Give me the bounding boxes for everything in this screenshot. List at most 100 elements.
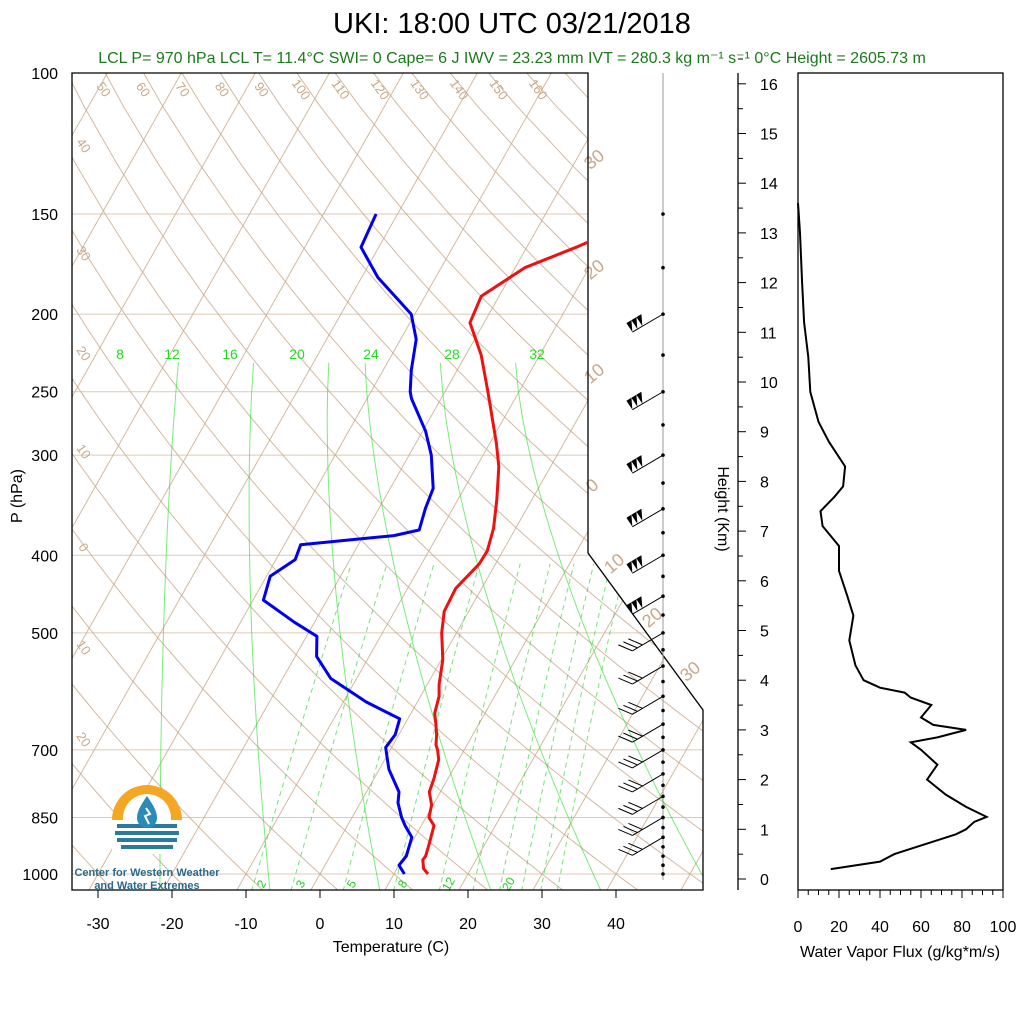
wind-barb-feather [623, 674, 638, 682]
mixing-ratio-line [556, 563, 626, 890]
dry-adiabat-label: 140 [447, 76, 472, 102]
dry-adiabat-label-left: 40 [73, 135, 94, 155]
wind-barb [618, 773, 664, 793]
wind-barb-dot [661, 212, 665, 216]
wind-barb-staff [632, 313, 664, 333]
wind-barb-feather [623, 641, 638, 649]
x-tick-label: 30 [533, 916, 551, 933]
wind-barb-feather [623, 732, 638, 740]
wind-barb-flag [626, 397, 633, 410]
height-tick-label: 9 [760, 425, 769, 442]
wind-barb [618, 723, 664, 743]
height-tick-label: 14 [760, 176, 778, 193]
y-tick-label: 300 [31, 448, 58, 465]
dry-adiabat-line [456, 73, 703, 890]
wind-barb-dot [661, 872, 665, 876]
wind-barb [618, 749, 664, 769]
moist-adiabat-line [248, 362, 271, 890]
wind-barb [626, 595, 664, 615]
mixing-ratio-line [540, 563, 612, 890]
x-tick-label: -10 [234, 916, 257, 933]
y-tick-label: 200 [31, 307, 58, 324]
height-tick-label: 8 [760, 474, 769, 491]
wind-barb-flag [626, 514, 633, 527]
dry-adiabat-line [72, 73, 565, 890]
skew-t-frame [71, 72, 704, 891]
wind-barb-feather [623, 758, 638, 766]
height-tick-label: 11 [760, 325, 777, 342]
skew-t-axes: -30 -20 -10 0 10 20 30 401001502002503004005007… [22, 66, 625, 933]
dry-adiabat-label: 110 [329, 77, 353, 103]
wind-barb-feather [628, 842, 643, 850]
mixing-ratio-line [498, 563, 575, 890]
wind-barb-staff [632, 508, 664, 528]
y-tick-label: 850 [31, 810, 58, 827]
wind-barb-feather [618, 785, 633, 793]
mixing-ratio-label-bottom: 8 [395, 877, 411, 890]
logo-line2: and Water Extremes [94, 880, 199, 892]
wind-barb-flag [631, 558, 638, 571]
dry-adiabat-line [233, 73, 703, 890]
x-tick-label: 20 [459, 916, 477, 933]
wind-barb-dot [661, 783, 665, 788]
wind-barb-feather [618, 707, 633, 715]
moist-adiabat-line [439, 362, 602, 890]
mixing-ratio-line [472, 563, 551, 890]
mixing-ratio-label-bottom: 2 [254, 877, 270, 890]
flux-x-tick-label: 80 [953, 919, 971, 936]
wind-barb-feather [628, 823, 643, 830]
wind-barb-feather [623, 782, 638, 790]
isotherm-line [161, 73, 647, 890]
wind-barb-dot [661, 481, 665, 485]
y-tick-label: 400 [31, 548, 58, 565]
wind-barb [618, 817, 664, 836]
flux-x-tick-label: 0 [794, 919, 803, 936]
height-tick-label: 10 [760, 375, 778, 392]
isotherm-label: 20 [580, 255, 608, 283]
mixing-ratio-line [393, 563, 480, 890]
flux-x-axis-title: Water Vapor Flux (g/kg*m/s) [800, 944, 1000, 961]
wind-barb [618, 632, 664, 652]
height-tick-label: 1 [760, 822, 769, 839]
wind-barbs [618, 212, 665, 876]
dry-adiabat-line [72, 73, 490, 890]
dry-adiabat-label-left: 20 [73, 343, 94, 363]
mixing-ratio-label: 28 [444, 346, 460, 362]
dry-adiabat-line [72, 73, 415, 890]
wind-barb-feather [628, 729, 643, 737]
x-tick-label: -20 [160, 916, 183, 933]
chart-title: UKI: 18:00 UTC 03/21/2018 [333, 8, 691, 40]
flux-x-tick-label: 40 [871, 919, 889, 936]
cw3e-logo: Center for Western Weather and Water Ext… [74, 785, 220, 892]
mixing-ratio-label: 24 [363, 346, 379, 362]
wind-barb-flag [636, 391, 643, 404]
dry-adiabat-line [159, 73, 703, 890]
wind-barb-flag [631, 599, 638, 612]
isotherm-label: 30 [676, 657, 704, 685]
dry-adiabat-line [72, 73, 703, 890]
mixing-ratio-line [251, 563, 352, 890]
y-tick-label: 100 [31, 66, 58, 83]
dry-adiabat-line [307, 73, 703, 890]
dry-adiabat-label-left: 10 [73, 441, 94, 461]
dry-adiabat-label-left: 30 [73, 243, 94, 263]
wind-barb-feather [623, 826, 638, 833]
wind-barb-feather [623, 704, 638, 712]
x-tick-label: 40 [607, 916, 625, 933]
wind-barb-feather [618, 848, 633, 856]
wind-barb-dot [661, 353, 665, 357]
mixing-ratio-label: 8 [116, 346, 124, 362]
isotherm-line [87, 73, 573, 890]
isotherm-line [679, 73, 703, 890]
wind-barb-dot [661, 574, 665, 579]
series-flux-line [797, 203, 990, 871]
height-tick-label: 0 [760, 872, 769, 889]
wind-barb-staff [632, 554, 664, 574]
mixing-ratio-label: 32 [529, 346, 545, 362]
isotherm-line [72, 73, 499, 890]
wind-barb-feather [628, 755, 643, 763]
wind-barb [618, 795, 664, 815]
dry-adiabat-label: 70 [172, 79, 193, 99]
height-tick-label: 15 [760, 127, 778, 144]
wind-barb-feather [618, 644, 633, 652]
